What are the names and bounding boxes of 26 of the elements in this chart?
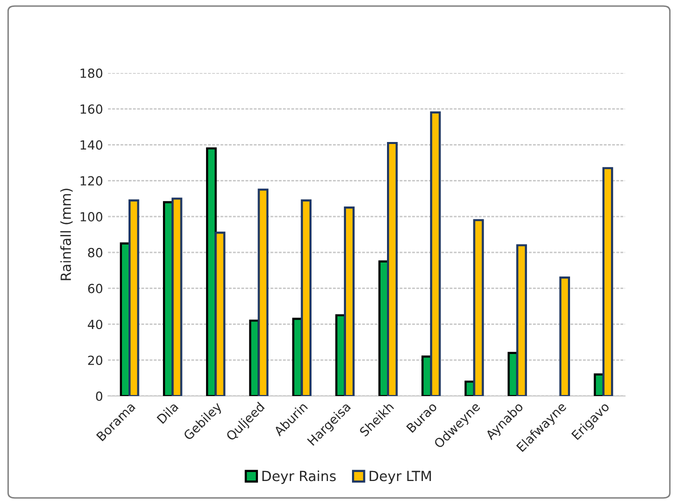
x-tick-label: Dila [156,402,179,424]
y-tick-label: 140 [80,140,102,150]
y-tick-label: 20 [88,356,102,366]
bar [430,111,441,396]
y-tick-label: 60 [88,284,102,294]
y-tick-label: 40 [88,320,102,330]
bar [602,167,614,396]
y-tick-label: 100 [80,212,102,222]
y-tick-label: 120 [80,176,102,186]
bar [386,142,398,396]
bar [516,244,527,396]
bar [300,199,312,396]
bar [559,276,570,396]
y-axis-title: Rainfall (mm) [60,188,73,280]
y-tick-label: 180 [80,68,102,78]
y-tick-label: 80 [88,248,102,258]
bar [473,219,484,396]
bar [344,206,355,396]
bar [214,232,226,396]
y-tick-label: 0 [96,391,102,401]
legend-label: Deyr Rains [262,470,336,484]
legend-label: Deyr LTM [370,470,431,484]
bar [258,188,268,396]
bar [128,199,140,396]
y-tick-label: 160 [80,104,102,114]
bar [172,198,182,396]
